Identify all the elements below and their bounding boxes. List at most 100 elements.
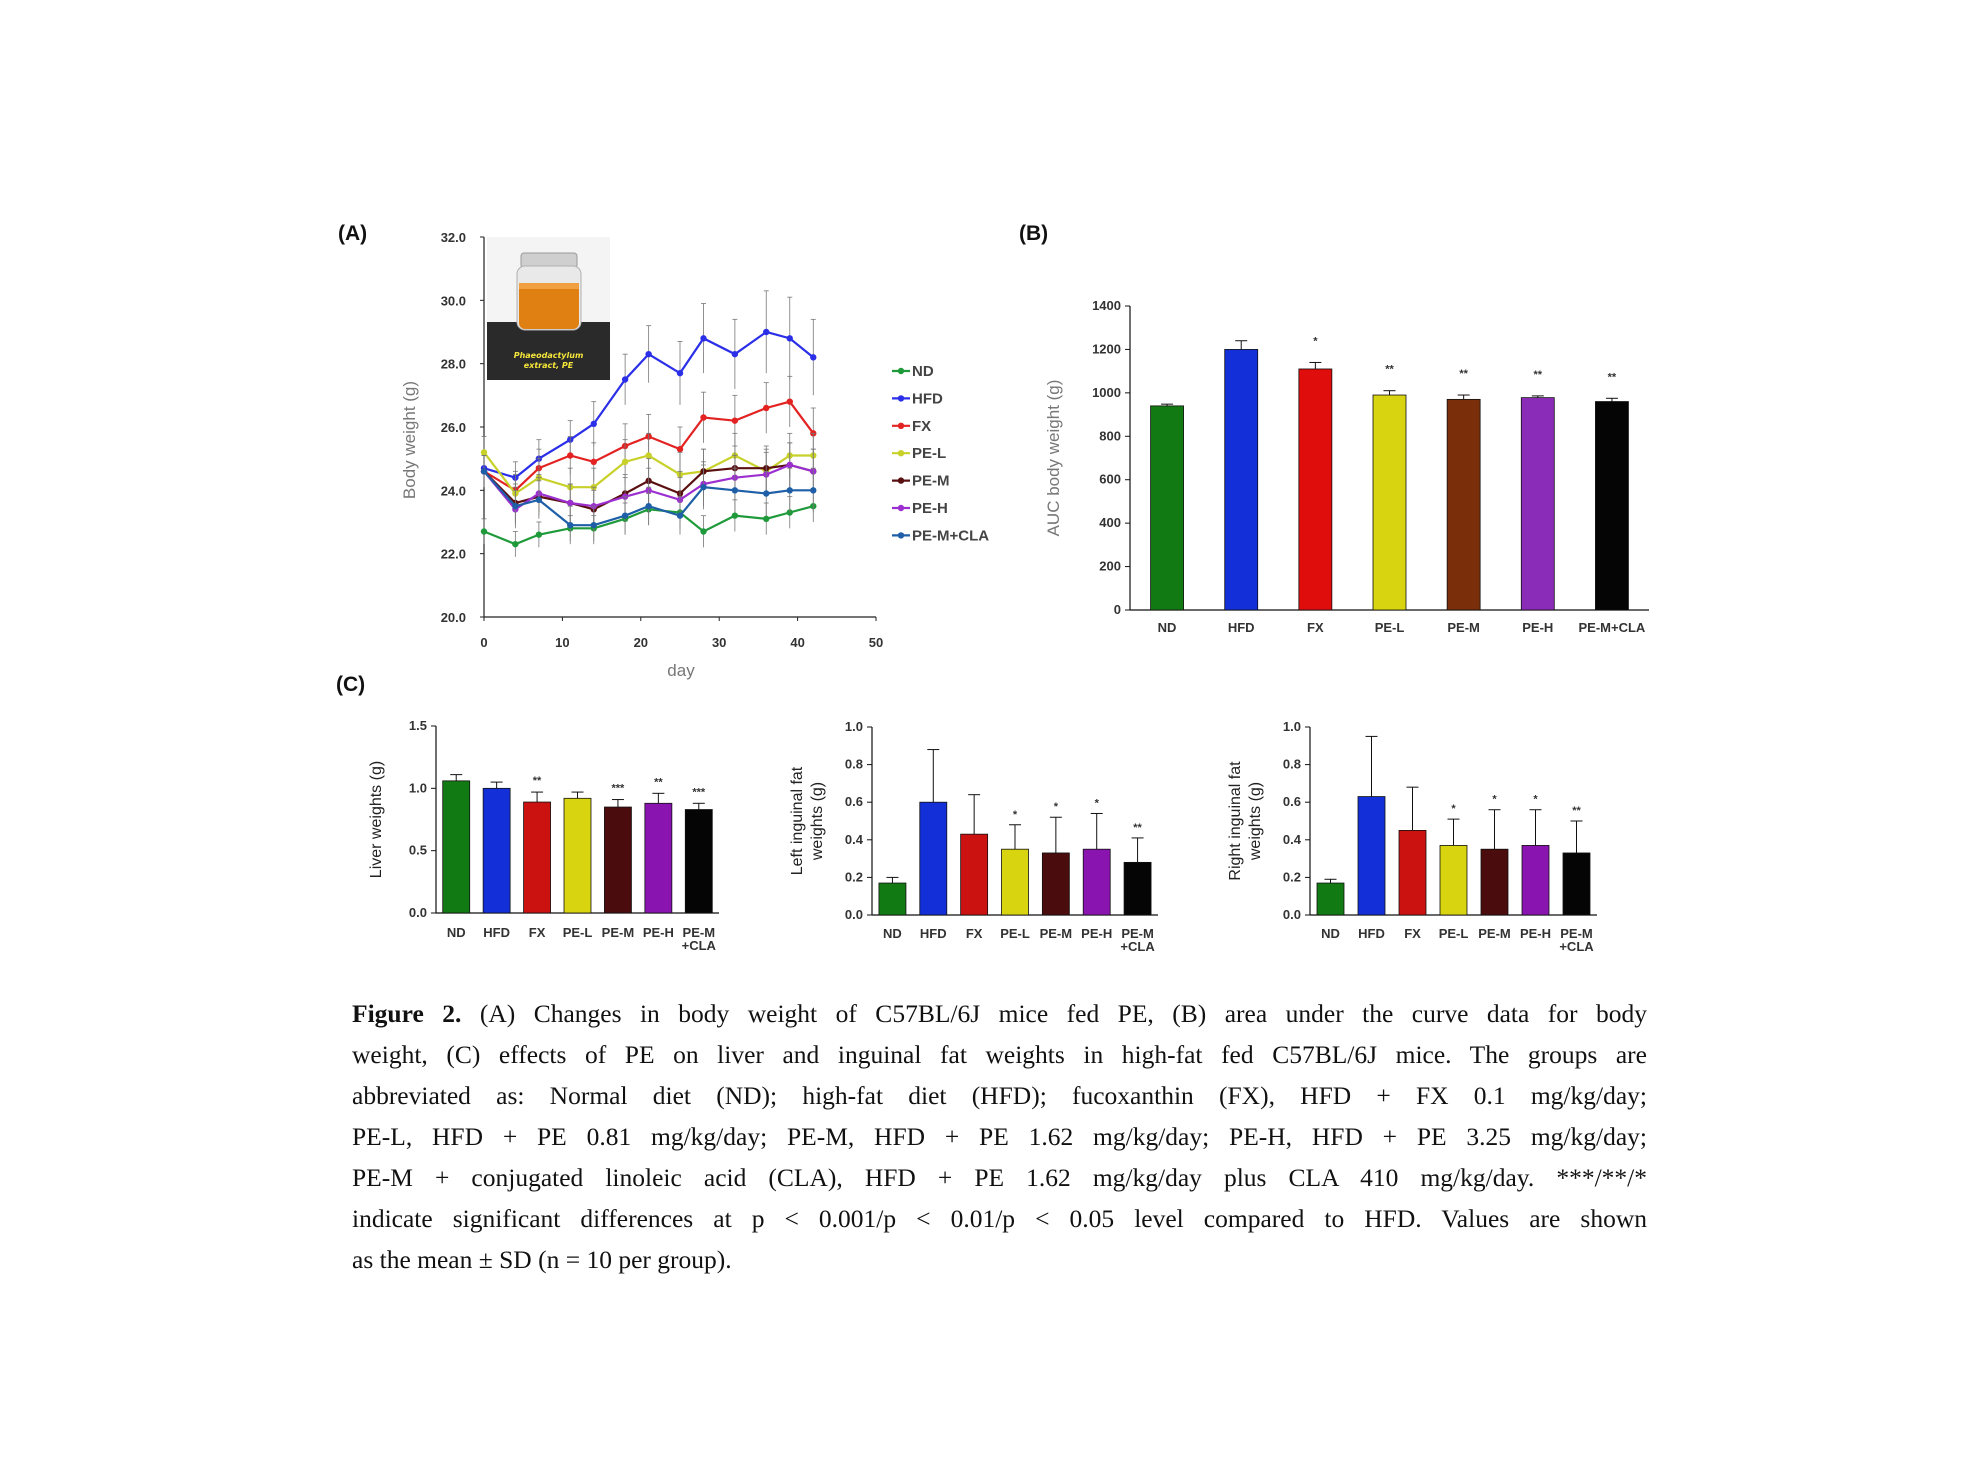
y-tick-label: 0.2	[1283, 869, 1301, 884]
data-point	[700, 483, 707, 491]
significance-marker: *	[1313, 335, 1318, 347]
data-point	[786, 461, 793, 469]
data-point	[810, 354, 817, 361]
data-point	[645, 502, 652, 510]
significance-marker: **	[1534, 369, 1543, 381]
panel-letter-b: (B)	[1019, 222, 1049, 245]
significance-marker: ***	[692, 786, 706, 798]
x-tick-label: PE-M	[1121, 926, 1154, 941]
y-axis-title: Right inguinal fat	[1227, 761, 1244, 881]
bar	[1316, 882, 1345, 916]
significance-marker: **	[533, 775, 542, 787]
data-point	[786, 398, 793, 405]
y-tick-label: 1200	[1092, 341, 1121, 356]
x-tick-label: +CLA	[1559, 939, 1594, 954]
data-point	[535, 496, 543, 504]
x-tick-label: ND	[1158, 620, 1177, 635]
y-tick-label: 0.8	[845, 757, 863, 772]
y-tick-label: 0.8	[1283, 757, 1301, 772]
legend-label: FX	[912, 418, 931, 435]
data-point	[700, 528, 707, 535]
bar	[563, 797, 592, 914]
x-tick-label: PE-L	[1439, 926, 1469, 941]
bar	[919, 801, 948, 916]
y-axis-title: AUC body weight (g)	[1044, 380, 1063, 537]
x-tick-label: PE-H	[1522, 620, 1553, 635]
x-tick-label: HFD	[1228, 620, 1255, 635]
data-point	[731, 350, 739, 358]
bar	[482, 787, 511, 914]
x-tick-label: PE-M	[1447, 620, 1480, 635]
data-point	[763, 404, 770, 412]
x-tick-label: HFD	[1358, 926, 1385, 941]
significance-marker: *	[1451, 803, 1456, 815]
bar	[1224, 349, 1259, 611]
data-point	[567, 521, 574, 529]
figure-label: Figure 2.	[352, 999, 462, 1028]
y-tick-label: 26.0	[441, 420, 466, 435]
data-point	[676, 369, 684, 377]
bar	[1521, 845, 1550, 916]
significance-marker: **	[1459, 368, 1468, 380]
x-tick-label: PE-M	[683, 925, 716, 940]
data-point	[763, 328, 770, 336]
data-point	[512, 502, 519, 510]
data-point	[763, 490, 770, 497]
data-point	[731, 417, 739, 424]
x-tick-label: FX	[966, 926, 983, 941]
data-point	[567, 452, 574, 459]
x-tick-label: PE-M	[602, 925, 635, 940]
bar	[1041, 852, 1070, 916]
data-point	[731, 487, 739, 494]
data-point	[480, 468, 488, 475]
caption-line-7: as the mean ± SD (n = 10 per group).	[352, 1245, 732, 1274]
panel-letter-c: (C)	[336, 673, 366, 696]
figure-caption: Figure 2. (A) Changes in body weight of …	[352, 993, 1647, 1280]
data-point	[676, 512, 684, 519]
x-tick-label: 20	[634, 635, 648, 650]
y-tick-label: 0.5	[409, 843, 427, 858]
data-point	[645, 452, 652, 459]
y-tick-label: 0	[1114, 602, 1121, 617]
significance-marker: *	[1492, 794, 1497, 806]
y-tick-label: 0.0	[1283, 907, 1301, 922]
bar	[1520, 397, 1555, 611]
legend-marker	[897, 450, 905, 457]
bar	[1439, 845, 1468, 916]
x-tick-label: PE-M	[1040, 926, 1073, 941]
x-tick-label: ND	[447, 925, 466, 940]
x-tick-label: PE-L	[1375, 620, 1405, 635]
bar	[1480, 848, 1509, 916]
x-tick-label: PE-M	[1478, 926, 1511, 941]
x-tick-label: 0	[480, 635, 487, 650]
y-tick-label: 200	[1099, 559, 1121, 574]
legend-label: HFD	[912, 390, 943, 407]
x-tick-label: 50	[869, 635, 883, 650]
y-tick-label: 1.0	[1283, 719, 1301, 734]
caption-line-2: weight, (C) effects of PE on liver and i…	[352, 1040, 1647, 1069]
legend-marker	[897, 422, 905, 429]
caption-line-5: PE-M + conjugated linoleic acid (CLA), H…	[352, 1163, 1647, 1192]
x-tick-label: PE-H	[1520, 926, 1551, 941]
significance-marker: **	[1572, 805, 1581, 817]
x-tick-label: HFD	[483, 925, 510, 940]
data-point	[621, 512, 629, 519]
y-axis-title: Liver weights (g)	[368, 761, 385, 878]
caption-text-1: (A) Changes in body weight of C57BL/6J m…	[479, 999, 1647, 1028]
bar	[878, 882, 907, 916]
legend-label: PE-M+CLA	[912, 527, 989, 544]
y-tick-label: 1.5	[409, 718, 427, 733]
significance-marker: **	[1133, 822, 1142, 834]
bar	[684, 809, 713, 914]
legend-label: ND	[912, 363, 934, 380]
bar	[1562, 852, 1591, 916]
panel-letter-a: (A)	[338, 222, 368, 245]
caption-line-6: indicate significant differences at p < …	[352, 1204, 1647, 1233]
x-tick-label: +CLA	[1120, 939, 1155, 954]
data-point	[731, 512, 739, 519]
data-point	[676, 445, 684, 453]
data-point	[567, 499, 574, 507]
photo-label-line2: extract, PE	[523, 361, 574, 370]
